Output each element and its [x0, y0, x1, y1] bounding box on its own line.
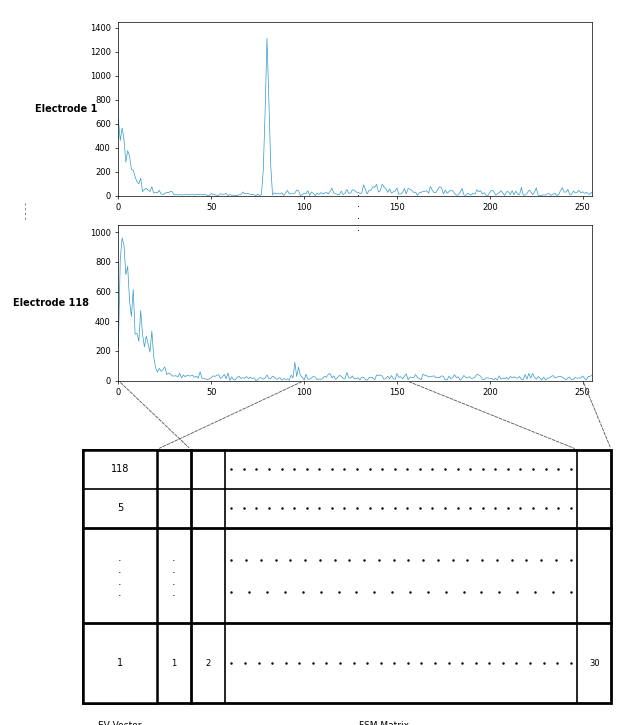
FancyBboxPatch shape: [83, 450, 611, 703]
Text: .
.
.
.: . . . .: [172, 553, 175, 598]
FancyBboxPatch shape: [83, 450, 157, 703]
Text: 1: 1: [117, 658, 123, 668]
Text: - - - -: - - - -: [22, 202, 29, 219]
Text: .
.
.
.: . . . .: [357, 188, 360, 233]
Text: .
.
.
.: . . . .: [118, 553, 122, 598]
Text: EV Vector: EV Vector: [99, 721, 141, 725]
Text: 2: 2: [205, 659, 211, 668]
Text: 5: 5: [117, 503, 123, 513]
Text: Electrode 118: Electrode 118: [13, 298, 89, 307]
Text: 118: 118: [111, 464, 129, 474]
Text: 1: 1: [172, 659, 177, 668]
Text: FSM Matrix: FSM Matrix: [359, 721, 409, 725]
Text: 30: 30: [589, 659, 600, 668]
Text: Electrode 1: Electrode 1: [35, 104, 97, 114]
